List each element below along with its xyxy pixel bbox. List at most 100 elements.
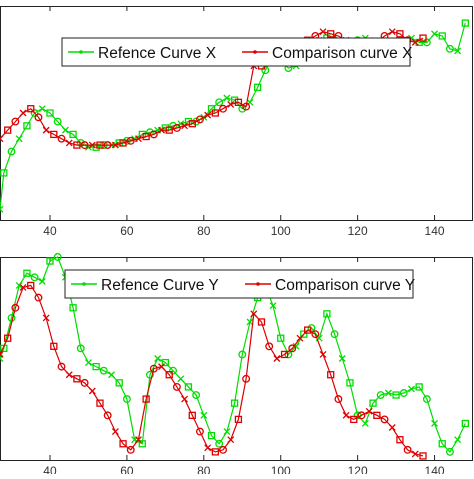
x-tick-label: 140 [425,224,445,238]
data-point-circle-marker [126,136,135,145]
data-point-x-marker [388,424,396,431]
data-point-x-marker [108,371,115,379]
data-point-square-marker [419,34,427,42]
data-point-x-marker [296,334,304,342]
data-point-circle-marker [149,364,158,373]
legend-label: Comparison curve Y [275,277,415,294]
data-point-square-marker [119,139,127,147]
data-point-square-marker [27,105,35,113]
data-point-x-marker [338,355,346,362]
data-point-circle-marker [103,141,112,150]
data-point-circle-marker [76,139,85,147]
legend-swatch-marker [82,282,86,286]
data-point-square-marker [23,269,31,277]
data-point-circle-marker [11,117,20,126]
data-point-x-marker [19,109,27,117]
chart-panel-1: 40 60 80 100 120 140 Refence Curve X Comparison… [0,6,473,238]
data-point-square-marker [46,257,54,265]
x-tick-label: 80 [197,464,211,474]
data-point-x-marker [42,126,50,134]
data-point-x-marker [365,407,373,415]
x-tick-label: 140 [425,464,445,474]
data-point-square-marker [188,120,196,128]
data-point-square-marker [161,124,170,132]
data-point-x-marker [88,141,96,149]
data-point-square-marker [234,98,243,106]
data-point-circle-marker [403,445,412,454]
data-point-circle-marker [172,124,181,132]
data-point-x-marker [42,314,50,322]
data-point-square-marker [119,440,127,448]
series-line [0,256,466,453]
data-point-circle-marker [149,130,158,139]
data-point-circle-marker [219,445,227,454]
data-point-square-marker [161,358,170,367]
data-point-circle-marker [34,293,43,302]
legend: Refence Curve X Comparison curve X [61,37,413,67]
data-point-square-marker [373,411,381,419]
data-point-square-marker [369,399,377,407]
data-point-x-marker [38,105,46,113]
data-point-circle-marker [288,344,297,353]
data-point-circle-marker [53,117,62,126]
data-point-x-marker [454,47,462,55]
data-point-x-marker [250,310,258,318]
data-point-circle-marker [53,253,62,261]
data-point-circle-marker [334,395,343,404]
data-point-square-marker [23,122,31,130]
data-point-circle-marker [265,342,274,351]
data-point-square-marker [4,334,12,342]
data-point-circle-marker [215,439,224,448]
data-point-x-marker [61,126,69,134]
data-point-x-marker [408,385,415,393]
data-point-circle-marker [196,427,204,436]
x-tick-label: 40 [43,224,57,238]
data-point-x-marker [65,371,73,379]
data-point-square-marker [165,371,173,379]
data-point-square-marker [323,310,331,318]
data-point-square-marker [230,399,239,407]
data-point-circle-marker [219,104,227,113]
data-point-square-marker [254,83,262,91]
data-point-circle-marker [422,395,431,404]
legend: Refence Curve Y Comparison curve Y [64,269,415,299]
data-point-x-marker [342,411,350,419]
data-point-circle-marker [357,411,366,420]
legend-label: Refence Curve X [98,45,217,62]
data-point-x-marker [246,318,254,326]
data-point-x-marker [273,355,281,362]
data-point-x-marker [0,350,4,358]
data-point-circle-marker [126,445,135,454]
data-point-circle-marker [169,366,177,375]
data-point-circle-marker [192,391,201,399]
data-point-x-marker [158,126,165,134]
data-point-x-marker [38,277,46,285]
data-point-circle-marker [196,115,204,124]
data-point-x-marker [88,387,96,395]
data-point-square-marker [461,419,469,428]
data-point-x-marker [411,38,419,46]
data-point-circle-marker [122,395,131,404]
data-point-circle-marker [242,102,251,111]
data-point-x-marker [227,100,235,108]
data-point-square-marker [184,383,193,391]
data-point-square-marker [0,169,8,177]
data-point-circle-marker [103,411,112,420]
data-point-square-marker [207,105,216,113]
data-point-square-marker [73,375,81,383]
data-point-x-marker [388,28,396,36]
data-point-square-marker [303,326,312,334]
data-point-square-marker [142,132,150,141]
data-point-square-marker [419,452,427,460]
data-point-square-marker [211,448,219,456]
data-point-square-marker [207,431,216,440]
data-point-square-marker [50,342,58,350]
data-point-square-marker [234,415,243,424]
data-point-circle-marker [238,104,247,113]
data-point-square-marker [165,126,173,134]
data-point-circle-marker [445,44,454,53]
data-point-circle-marker [30,109,39,117]
data-point-circle-marker [172,382,181,391]
data-point-circle-marker [30,273,39,282]
data-point-square-marker [438,32,446,40]
